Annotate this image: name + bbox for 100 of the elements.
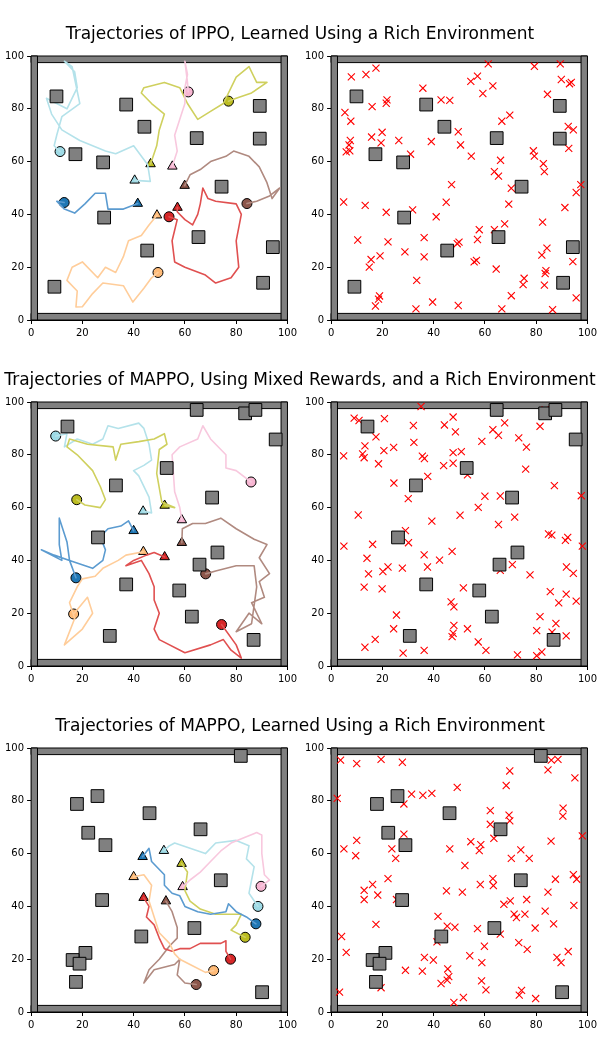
y-tick-label: 100 xyxy=(4,395,25,407)
point xyxy=(268,432,283,447)
point xyxy=(246,633,261,647)
point xyxy=(390,789,405,803)
point xyxy=(555,985,569,1000)
x-tick-label: 20 xyxy=(75,1018,89,1030)
y-tick-label: 20 xyxy=(11,952,25,964)
point xyxy=(47,279,62,294)
y-tick-label: 40 xyxy=(11,899,25,911)
point xyxy=(442,806,457,821)
point xyxy=(492,557,507,572)
point xyxy=(214,179,229,194)
y-tick-label: 20 xyxy=(11,606,25,618)
point xyxy=(398,838,413,853)
x-tick-label: 0 xyxy=(27,326,35,338)
x-tick-label: 80 xyxy=(229,672,243,684)
y-tick-label: 0 xyxy=(17,1005,25,1017)
y-tick-label: 40 xyxy=(11,553,25,565)
point xyxy=(419,97,434,112)
point xyxy=(189,403,204,417)
point xyxy=(349,89,364,104)
point xyxy=(191,230,206,244)
x-tick-label: 80 xyxy=(529,1018,543,1030)
x-tick-label: 60 xyxy=(178,672,192,684)
point xyxy=(265,240,280,254)
x-tick-label: 20 xyxy=(375,672,389,684)
point xyxy=(68,147,83,162)
point xyxy=(70,797,84,811)
x-tick-label: 60 xyxy=(478,326,492,338)
x-tick-label: 20 xyxy=(75,672,89,684)
point xyxy=(556,275,570,290)
point xyxy=(159,461,174,475)
point xyxy=(360,419,375,434)
point xyxy=(140,243,155,258)
y-tick-label: 40 xyxy=(311,553,325,565)
x-tick-label: 100 xyxy=(277,326,297,338)
point xyxy=(119,577,134,592)
y-tick-label: 60 xyxy=(311,501,325,513)
point xyxy=(98,838,113,853)
x-tick-label: 80 xyxy=(229,326,243,338)
point xyxy=(81,825,96,840)
point xyxy=(434,929,449,944)
y-tick-label: 60 xyxy=(311,847,325,859)
y-tick-label: 20 xyxy=(311,952,325,964)
point xyxy=(493,822,508,837)
point xyxy=(252,99,267,113)
point xyxy=(397,210,412,225)
point xyxy=(233,749,248,763)
x-tick-label: 100 xyxy=(577,326,597,338)
x-tick-label: 0 xyxy=(327,326,335,338)
point xyxy=(487,921,502,935)
point xyxy=(419,577,434,592)
y-tick-label: 0 xyxy=(317,1005,325,1017)
x-tick-label: 60 xyxy=(478,672,492,684)
point xyxy=(514,179,529,194)
point xyxy=(91,530,105,545)
x-tick-label: 0 xyxy=(27,1018,35,1030)
point xyxy=(409,478,423,493)
point xyxy=(552,131,567,146)
x-tick-label: 20 xyxy=(375,326,389,338)
point xyxy=(189,131,204,145)
y-tick-label: 80 xyxy=(311,794,325,806)
x-tick-label: 0 xyxy=(327,672,335,684)
point xyxy=(213,873,228,888)
point xyxy=(252,131,267,146)
y-tick-label: 60 xyxy=(311,155,325,167)
x-tick-label: 40 xyxy=(127,1018,140,1030)
y-tick-label: 0 xyxy=(317,659,325,671)
point xyxy=(484,609,499,624)
point xyxy=(552,99,567,113)
point xyxy=(134,929,149,944)
y-tick-label: 60 xyxy=(11,847,25,859)
point xyxy=(193,822,208,837)
point xyxy=(248,403,263,417)
point xyxy=(369,975,383,989)
y-tick-label: 80 xyxy=(11,102,25,114)
point xyxy=(565,240,580,254)
point xyxy=(381,825,396,840)
point xyxy=(72,956,87,971)
point xyxy=(372,956,387,971)
x-tick-label: 80 xyxy=(529,326,543,338)
point xyxy=(489,403,504,417)
x-tick-label: 20 xyxy=(75,326,89,338)
x-tick-label: 100 xyxy=(277,1018,297,1030)
point xyxy=(142,806,157,821)
x-tick-label: 40 xyxy=(427,326,440,338)
point xyxy=(137,119,152,134)
y-tick-label: 100 xyxy=(4,49,25,61)
x-tick-label: 80 xyxy=(529,672,543,684)
point xyxy=(533,749,548,763)
y-tick-label: 40 xyxy=(311,207,325,219)
point xyxy=(205,490,219,505)
point xyxy=(109,478,123,493)
point xyxy=(568,432,583,447)
point xyxy=(440,243,455,258)
y-tick-label: 0 xyxy=(17,313,25,325)
point xyxy=(95,893,109,907)
x-tick-label: 60 xyxy=(178,1018,192,1030)
point xyxy=(368,147,383,162)
point xyxy=(347,279,362,294)
